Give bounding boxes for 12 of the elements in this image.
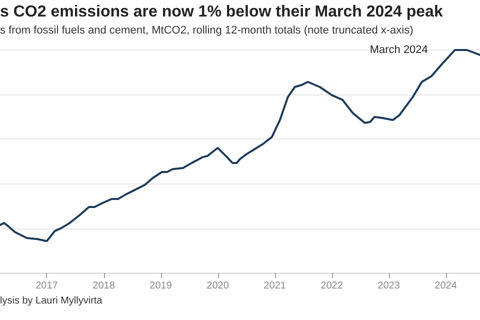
x-tick-label: 2020	[206, 280, 230, 292]
x-tick-label: 2022	[320, 280, 344, 292]
chart-subtitle: s from fossil fuels and cement, MtCO2, rolling 12-month totals (note truncated x-axis)	[0, 24, 414, 36]
x-tick-label: 2017	[36, 280, 58, 292]
text: lysis by Lauri Myllyvirta	[0, 296, 103, 306]
x-tick-label: 2023	[378, 280, 400, 292]
chart-title: s CO2 emissions are now 1% below their March 2024 peak	[0, 4, 443, 20]
x-tick-label: 2019	[150, 280, 172, 292]
x-tick-label: 2021	[264, 280, 286, 292]
x-tick-label: 2018	[92, 280, 116, 292]
x-tick-label: 2024	[434, 280, 458, 292]
annotation: March 2024	[370, 44, 428, 56]
